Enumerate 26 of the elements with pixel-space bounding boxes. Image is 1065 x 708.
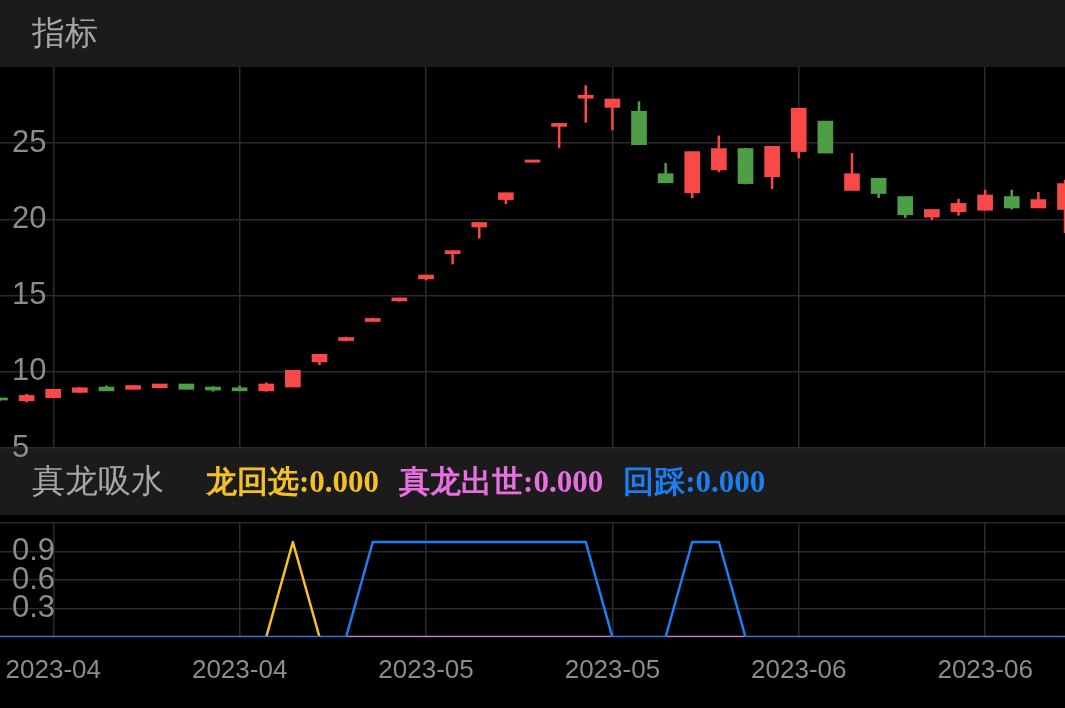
text: 真龙出世:0.000: [399, 462, 604, 501]
series-label: 回踩:0.000: [623, 462, 766, 501]
y-tick-label: 20: [12, 199, 47, 235]
chart-title: 真龙吸水: [32, 461, 164, 501]
candlestick: [657, 161, 674, 185]
x-tick-label: 2023-06: [751, 653, 847, 684]
x-tick-label: 2023-05: [564, 653, 661, 684]
candlestick: [977, 188, 993, 212]
y-tick-label: 15: [12, 276, 47, 312]
candlestick: [577, 84, 594, 124]
candlestick: [897, 195, 914, 220]
y-tick-label: 5: [12, 428, 30, 464]
candlestick: [711, 134, 727, 174]
x-tick-label: 2023-04: [191, 653, 288, 684]
candlestick: [1003, 188, 1020, 211]
chart-title: 指标: [32, 13, 98, 53]
x-tick-label: 2023-05: [378, 653, 474, 684]
candlestick: [604, 97, 621, 132]
candlestick: [844, 151, 860, 192]
y-tick-label: 25: [12, 123, 47, 159]
x-tick-label: 2023-04: [5, 653, 101, 684]
x-tick-label: 2023-06: [937, 653, 1033, 684]
candlestick: [870, 177, 887, 200]
y-tick-label: 10: [12, 352, 47, 388]
candlestick: [551, 122, 567, 150]
series-label: 龙回选:0.000: [206, 462, 380, 501]
